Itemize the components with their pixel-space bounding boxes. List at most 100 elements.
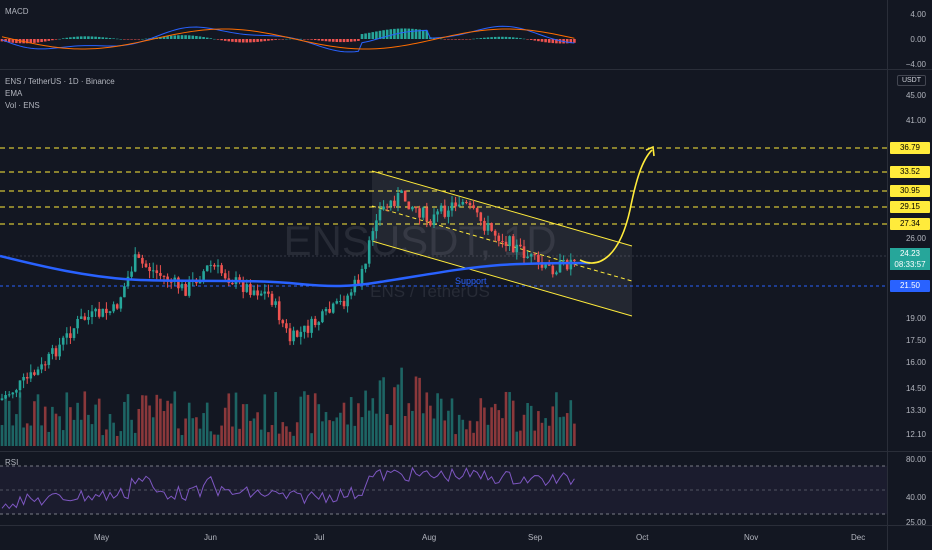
macd-histogram-bar xyxy=(97,36,101,39)
macd-histogram-bar xyxy=(573,39,576,43)
month-label: Aug xyxy=(422,533,437,542)
volume-bar xyxy=(65,392,69,446)
volume-bar xyxy=(364,390,367,446)
macd-histogram-bar xyxy=(119,38,123,40)
candle xyxy=(108,311,112,313)
candle xyxy=(151,270,155,272)
macd-histogram-bar xyxy=(306,39,310,40)
candle xyxy=(565,259,569,270)
macd-histogram-bar xyxy=(137,39,141,40)
macd-histogram-bar xyxy=(529,39,533,40)
macd-histogram-bar xyxy=(371,32,375,39)
macd-histogram-bar xyxy=(36,39,40,43)
volume-bar xyxy=(504,391,508,446)
volume-bar xyxy=(475,421,479,446)
macd-histogram-bar xyxy=(555,39,558,44)
time-axis[interactable]: May Jun Jul Aug Sep Oct Nov Dec xyxy=(0,526,887,550)
macd-axis-label: 4.00 xyxy=(910,10,926,19)
volume-bar xyxy=(133,432,137,446)
macd-histogram-bar xyxy=(303,39,306,40)
candle xyxy=(51,348,54,354)
candle xyxy=(439,205,443,212)
candle xyxy=(97,308,101,317)
macd-histogram-bar xyxy=(209,38,213,39)
volume-bar xyxy=(396,384,400,446)
currency-button[interactable]: USDT xyxy=(896,75,926,86)
price-axis-label: 19.00 xyxy=(905,314,926,323)
price-axis-label: 16.00 xyxy=(905,358,926,367)
macd-histogram-bar xyxy=(25,39,29,44)
volume-bar xyxy=(112,422,115,446)
candle xyxy=(11,392,15,395)
volume-label[interactable]: Vol · ENS xyxy=(5,101,40,110)
candle xyxy=(335,301,339,304)
volume-bar xyxy=(450,398,454,446)
candle xyxy=(407,201,411,210)
macd-histogram-bar xyxy=(349,39,353,42)
candle xyxy=(429,220,432,226)
candle xyxy=(29,372,33,379)
candle xyxy=(569,259,573,270)
ema-line xyxy=(0,254,591,288)
macd-histogram-bar xyxy=(105,37,108,39)
channel-top xyxy=(371,170,633,247)
symbol-title[interactable]: ENS / TetherUS · 1D · Binance xyxy=(5,77,115,86)
volume-bar xyxy=(177,428,180,446)
macd-histogram-bar xyxy=(238,39,241,43)
macd-histogram-bar xyxy=(310,39,313,40)
price-pane[interactable]: ENSUSDT, 1D ENS / TetherUS Support ENS /… xyxy=(0,70,932,450)
candle xyxy=(450,202,454,211)
candle xyxy=(544,264,547,268)
volume-bar xyxy=(533,430,537,446)
macd-histogram-bar xyxy=(479,38,483,39)
rsi-pane[interactable]: RSI 80.00 40.00 25.00 xyxy=(0,452,932,527)
volume-bar xyxy=(166,400,169,446)
macd-histogram-bar xyxy=(288,38,292,40)
candle xyxy=(277,301,281,321)
month-label: Jul xyxy=(314,533,325,542)
volume-bar xyxy=(378,380,382,446)
volume-bar xyxy=(97,398,101,446)
volume-bar xyxy=(249,420,252,446)
volume-bar xyxy=(205,402,209,446)
macd-histogram-bar xyxy=(267,39,270,41)
level-tag: 30.95 xyxy=(890,185,930,197)
macd-histogram-bar xyxy=(51,39,54,41)
candle xyxy=(519,244,522,247)
macd-histogram-bar xyxy=(173,35,177,39)
volume-bar xyxy=(285,426,288,446)
macd-histogram-bar xyxy=(375,31,378,39)
volume-bar xyxy=(429,405,432,446)
volume-bar xyxy=(472,432,475,446)
macd-histogram-bar xyxy=(504,36,508,39)
macd-histogram-bar xyxy=(72,36,76,39)
macd-histogram-bar xyxy=(414,29,418,39)
candle xyxy=(508,236,511,246)
volume-bar xyxy=(511,400,515,446)
macd-histogram-bar xyxy=(69,37,72,39)
month-label: Nov xyxy=(744,533,759,542)
volume-bar xyxy=(479,398,483,446)
candle xyxy=(504,241,508,246)
candle xyxy=(493,230,497,236)
volume-bar xyxy=(281,422,285,446)
candle xyxy=(137,254,141,258)
volume-bar xyxy=(202,413,205,446)
candle xyxy=(25,376,29,379)
candle xyxy=(0,398,4,400)
candle xyxy=(461,201,465,205)
macd-histogram-bar xyxy=(277,39,281,40)
candle xyxy=(573,259,576,262)
volume-bar xyxy=(529,405,533,446)
candle xyxy=(112,304,115,312)
candle xyxy=(187,281,191,296)
ema-label[interactable]: EMA xyxy=(5,89,23,98)
candle xyxy=(36,369,40,375)
candle xyxy=(213,264,216,267)
candle xyxy=(69,333,72,338)
macd-pane[interactable]: MACD 4.00 0.00 −4.00 xyxy=(0,0,932,69)
macd-histogram-bar xyxy=(508,37,511,39)
macd-histogram-bar xyxy=(569,39,573,44)
volume-bar xyxy=(220,425,223,446)
rsi-plot xyxy=(0,465,887,515)
